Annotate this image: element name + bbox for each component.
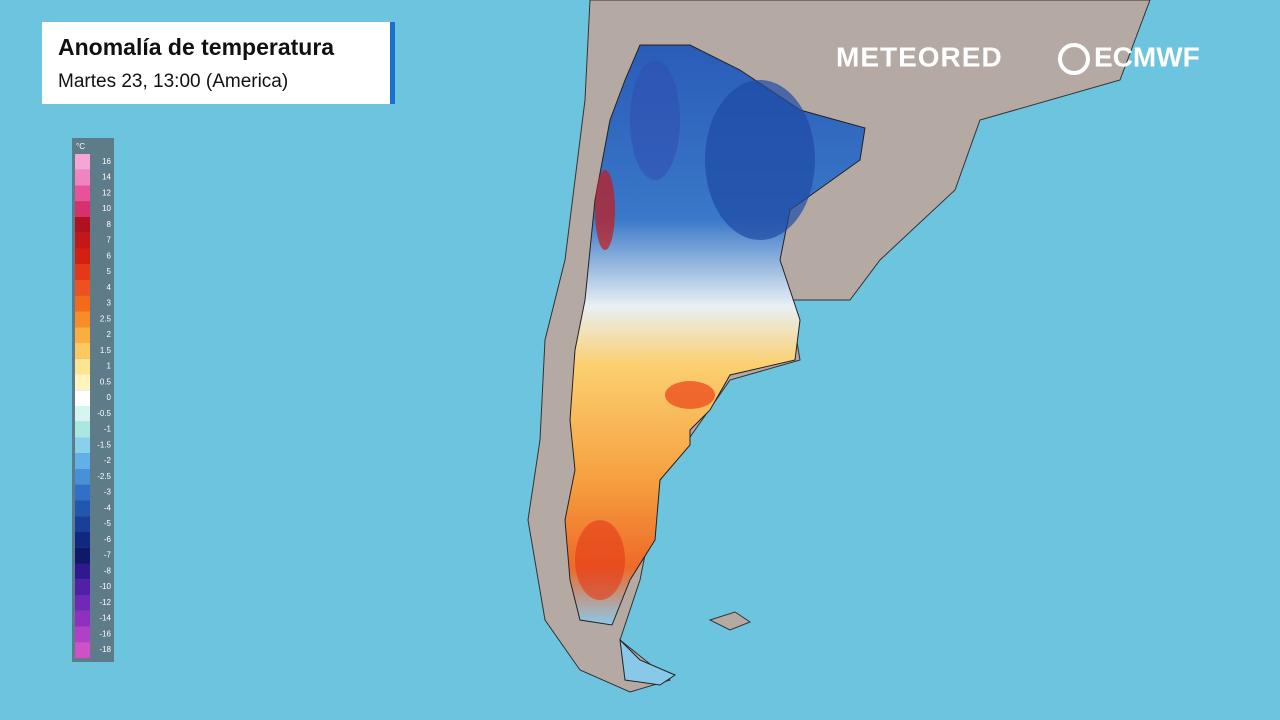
- legend-label: 0.5: [100, 377, 112, 386]
- logo-icon: [1058, 43, 1090, 75]
- legend-swatch: [75, 579, 90, 595]
- legend-swatch: [75, 406, 90, 422]
- legend-swatch: [75, 280, 90, 296]
- legend-swatch: [75, 311, 90, 328]
- legend-swatch: [75, 595, 90, 611]
- cold-area: [705, 80, 815, 240]
- legend-label: 0: [107, 393, 112, 402]
- legend-label: -12: [99, 598, 111, 607]
- legend-label: -2: [104, 456, 112, 465]
- legend-label: 16: [102, 157, 111, 166]
- legend-swatch: [75, 469, 90, 485]
- legend-label: -2.5: [97, 472, 111, 481]
- legend-label: -7: [104, 551, 112, 560]
- legend-swatch: [75, 217, 90, 233]
- legend-swatch: [75, 532, 90, 548]
- warm-area: [595, 170, 615, 250]
- legend-swatch: [75, 374, 90, 391]
- legend-label: -1.5: [97, 440, 111, 449]
- legend-swatch: [75, 248, 90, 265]
- legend-label: 3: [107, 299, 112, 308]
- warm-area: [665, 381, 715, 409]
- legend-label: 10: [102, 204, 111, 213]
- subtitle: Martes 23, 13:00 (America): [58, 71, 288, 92]
- legend-swatch: [75, 327, 90, 343]
- title: Anomalía de temperatura: [58, 34, 334, 60]
- tierra-del-fuego: [619, 638, 677, 686]
- legend-swatch: [75, 185, 90, 202]
- legend-swatch: [75, 154, 90, 170]
- legend-swatch: [75, 421, 90, 438]
- logo-meteored: METEORED: [836, 41, 1003, 72]
- cold-area: [630, 60, 680, 180]
- legend-swatch: [75, 484, 90, 501]
- legend-swatch: [75, 169, 90, 186]
- logo-ecmwf: ECMWF: [1094, 41, 1200, 72]
- legend-swatch: [75, 500, 90, 517]
- legend-swatch: [75, 295, 90, 312]
- legend-label: 6: [107, 251, 112, 260]
- legend-label: -14: [99, 614, 111, 623]
- legend-label: 2.5: [100, 314, 112, 323]
- legend-label: 12: [102, 188, 111, 197]
- legend-label: -18: [99, 645, 111, 654]
- legend-swatch: [75, 516, 90, 532]
- legend-swatch: [75, 437, 90, 454]
- legend-label: -16: [99, 629, 111, 638]
- legend-swatch: [75, 453, 90, 469]
- legend-swatch: [75, 547, 90, 564]
- legend-label: 1.5: [100, 346, 112, 355]
- legend-label: -10: [99, 582, 111, 591]
- warm-area: [575, 520, 625, 600]
- legend-label: 1: [107, 362, 112, 371]
- legend-swatch: [75, 390, 90, 406]
- legend-label: -0.5: [97, 409, 111, 418]
- legend-swatch: [75, 232, 90, 249]
- legend-label: 2: [107, 330, 112, 339]
- legend-label: -3: [104, 488, 112, 497]
- legend-swatch: [75, 201, 90, 217]
- legend-label: 7: [107, 236, 112, 245]
- legend-swatch: [75, 642, 90, 658]
- legend-label: -4: [104, 503, 112, 512]
- legend-label: 5: [107, 267, 112, 276]
- legend-unit: °C: [76, 142, 85, 151]
- legend-label: 8: [107, 220, 112, 229]
- legend-swatch: [75, 563, 90, 580]
- legend-label: -1: [104, 425, 112, 434]
- legend-swatch: [75, 264, 90, 280]
- islands: [708, 611, 752, 631]
- legend-swatch: [75, 626, 90, 643]
- title-accent: [390, 22, 395, 104]
- legend-label: 14: [102, 173, 111, 182]
- legend-label: -6: [104, 535, 112, 544]
- legend-swatch: [75, 610, 90, 627]
- title-box: [42, 22, 390, 104]
- legend-swatch: [75, 358, 90, 375]
- legend-label: 4: [107, 283, 112, 292]
- legend-label: -8: [104, 566, 112, 575]
- legend-label: -5: [104, 519, 112, 528]
- legend-swatch: [75, 343, 90, 359]
